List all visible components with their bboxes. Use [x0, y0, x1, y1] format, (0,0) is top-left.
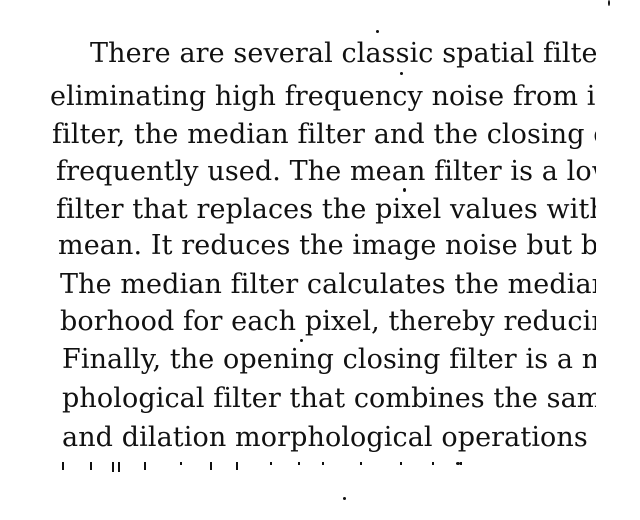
text-line-7: The median filter calculates the median … — [60, 269, 596, 300]
scan-speck — [376, 30, 379, 33]
text-line-9: Finally, the opening closing filter is a… — [62, 344, 596, 375]
scan-speck — [400, 72, 403, 75]
cropped-text-line — [60, 462, 480, 472]
text-line-10: phological filter that combines the same… — [62, 383, 596, 414]
text-line-3: filter, the median filter and the closin… — [52, 119, 596, 150]
text-line-11: and dilation morphological operations in… — [62, 422, 596, 453]
scan-speck — [403, 188, 406, 192]
text-line-8: borhood for each pixel, thereby reducing… — [60, 306, 596, 337]
text-block: There are several classic spatial filter… — [50, 38, 596, 453]
scan-speck — [300, 339, 303, 342]
scan-speck — [456, 462, 460, 465]
text-line-1: There are several classic spatial filter… — [90, 38, 596, 69]
text-line-4: frequently used. The mean filter is a lo… — [56, 156, 596, 187]
text-line-6: mean. It reduces the image noise but blu… — [58, 230, 596, 261]
text-line-2: eliminating high frequency noise from im — [50, 81, 596, 112]
text-line-5: filter that replaces the pixel values wi… — [56, 194, 596, 225]
scan-speck — [608, 0, 610, 6]
scan-speck — [343, 497, 346, 500]
